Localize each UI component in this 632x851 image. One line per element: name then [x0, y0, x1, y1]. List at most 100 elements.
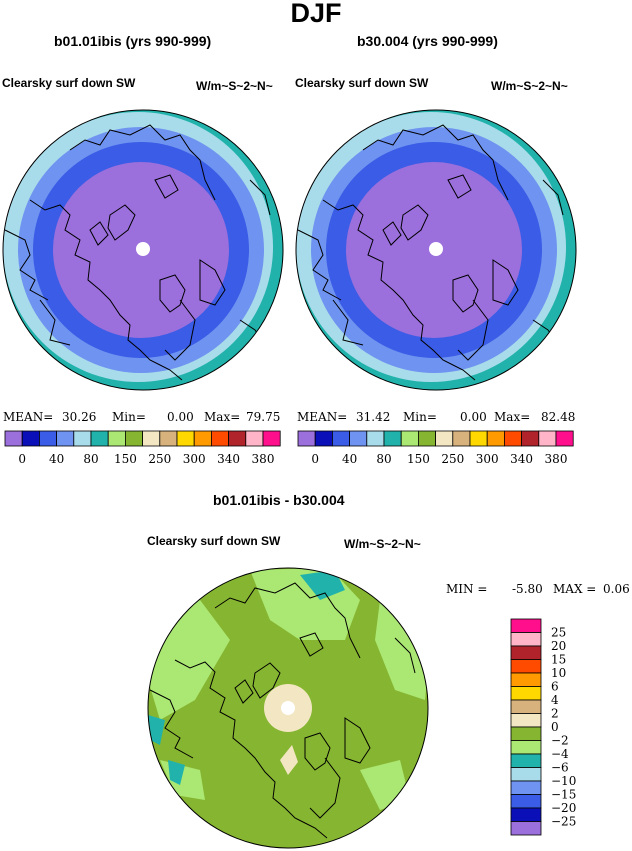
colorbar-swatch: [510, 767, 542, 782]
colorbar-tick-label: 6: [551, 680, 559, 694]
panel-3-variable-label: Clearsky surf down SW: [147, 534, 281, 548]
colorbar-tick-label: 300: [183, 452, 206, 466]
colorbar-swatch: [503, 430, 522, 447]
min-label: Min=: [403, 410, 437, 424]
colorbar-tick-label: 0: [551, 720, 559, 734]
colorbar-tick-label: 40: [342, 452, 357, 466]
colorbar-tick-label: 4: [551, 693, 559, 707]
colorbar-tick-label: 80: [83, 452, 98, 466]
panel-3-polar-map: [147, 567, 429, 849]
colorbar-swatch: [210, 430, 229, 447]
mean-value: 30.26: [62, 410, 97, 424]
colorbar-swatch: [510, 618, 542, 633]
panel-3-units-label: W/m~S~2~N~: [344, 537, 421, 551]
colorbar-swatch: [90, 430, 109, 447]
colorbar-tick-label: −20: [551, 801, 576, 815]
max-label: Max=: [204, 410, 241, 424]
colorbar-swatch: [521, 430, 540, 447]
colorbar-tick-label: −2: [551, 734, 569, 748]
colorbar-swatch: [73, 430, 92, 447]
panel-3-case-title: b01.01ibis - b30.004: [213, 492, 345, 508]
colorbar-tick-label: 150: [114, 452, 137, 466]
panel-2-polar-map: [295, 109, 577, 391]
colorbar-tick-label: 25: [551, 626, 566, 640]
colorbar-swatch: [366, 430, 385, 447]
colorbar-swatch: [510, 753, 542, 768]
colorbar-swatch: [56, 430, 75, 447]
colorbar-tick-label: −10: [551, 774, 576, 788]
colorbar-swatch: [555, 430, 574, 447]
colorbar-swatch: [193, 430, 212, 447]
colorbar-swatch: [510, 807, 542, 822]
colorbar-swatch: [107, 430, 126, 447]
colorbar-swatch: [176, 430, 195, 447]
colorbar-tick-label: 0: [311, 452, 319, 466]
colorbar-swatch: [510, 672, 542, 687]
min-label: MIN =: [446, 582, 488, 596]
colorbar-swatch: [510, 726, 542, 741]
colorbar-tick-label: 2: [551, 707, 559, 721]
band-0-patch: [375, 600, 428, 700]
min-value: 0.00: [460, 410, 487, 424]
colorbar-swatch: [228, 430, 247, 447]
colorbar-tick-label: 380: [545, 452, 568, 466]
colorbar-swatch: [510, 794, 542, 809]
colorbar-swatch: [21, 430, 40, 447]
colorbar-tick-label: −25: [551, 815, 576, 829]
colorbar-swatch: [538, 430, 557, 447]
mean-label: MEAN=: [3, 410, 54, 424]
panel-1-case-title: b01.01ibis (yrs 990-999): [54, 33, 212, 49]
pole-mask: [136, 242, 150, 256]
colorbar-swatch: [469, 430, 488, 447]
colorbar-tick-label: 340: [217, 452, 240, 466]
colorbar-swatch: [510, 686, 542, 701]
panel-1-polar-map: [2, 109, 284, 391]
colorbar-swatch: [435, 430, 454, 447]
colorbar-tick-label: 10: [551, 666, 566, 680]
max-value: 0.06: [603, 582, 630, 596]
min-value: -5.80: [512, 582, 543, 596]
max-label: MAX =: [553, 582, 597, 596]
colorbar-tick-label: 250: [148, 452, 171, 466]
colorbar-swatch: [159, 430, 178, 447]
colorbar-tick-label: 380: [252, 452, 275, 466]
colorbar-tick-label: 80: [376, 452, 391, 466]
colorbar-swatch: [510, 699, 542, 714]
colorbar-swatch: [297, 430, 316, 447]
panel-1-colorbar: 0 40 80 150 250 300 340 380: [4, 430, 281, 466]
pole-mask: [429, 242, 443, 256]
colorbar-tick-label: −6: [551, 761, 569, 775]
colorbar-swatch: [39, 430, 58, 447]
pole-mask: [281, 701, 295, 715]
band-minus-4-patch: [168, 760, 185, 785]
colorbar-swatch: [417, 430, 436, 447]
colorbar-swatch: [510, 713, 542, 728]
min-value: 0.00: [167, 410, 194, 424]
panel-2-colorbar: 0 40 80 150 250 300 340 380: [297, 430, 574, 466]
panel-3-coastlines: [149, 582, 416, 839]
band-minus-4-patch: [148, 715, 165, 745]
panel-1-coastlines: [4, 124, 271, 381]
colorbar-tick-label: 40: [49, 452, 64, 466]
colorbar-swatch: [383, 430, 402, 447]
colorbar-swatch: [452, 430, 471, 447]
colorbar-swatch: [510, 632, 542, 647]
colorbar-tick-label: 0: [18, 452, 26, 466]
colorbar-swatch: [245, 430, 264, 447]
colorbar-tick-label: 15: [551, 653, 566, 667]
max-value: 79.75: [246, 410, 281, 424]
panel-2-coastlines: [297, 124, 564, 381]
colorbar-swatch: [125, 430, 144, 447]
colorbar-swatch: [331, 430, 350, 447]
colorbar-swatch: [510, 659, 542, 674]
panel-1-units-label: W/m~S~2~N~: [196, 79, 273, 93]
colorbar-swatch: [510, 740, 542, 755]
colorbar-tick-label: 20: [551, 639, 566, 653]
colorbar-swatch: [349, 430, 368, 447]
mean-label: MEAN=: [297, 410, 348, 424]
panel-2-variable-label: Clearsky surf down SW: [295, 76, 429, 90]
colorbar-swatch: [400, 430, 419, 447]
colorbar-swatch: [4, 430, 23, 447]
